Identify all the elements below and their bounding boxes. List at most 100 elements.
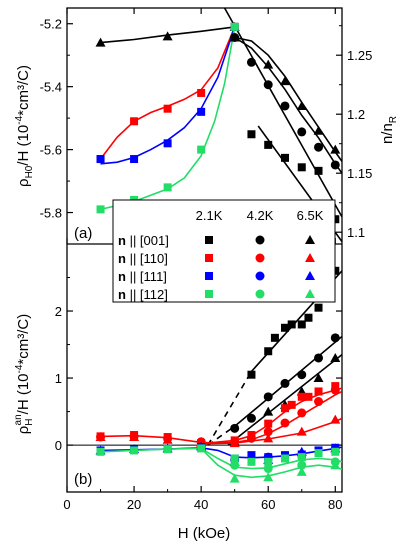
top-nr-curve: [234, 36, 342, 162]
y-label-bot-base: ρ: [15, 426, 32, 435]
panel-label-a: (a): [74, 225, 92, 242]
data-point-112_21K: [247, 457, 256, 466]
data-point-nR_21K: [297, 163, 306, 172]
bottom-y-tick-label: 0: [55, 438, 62, 453]
data-point-001_42K: [330, 333, 340, 343]
data-point-110_42K: [246, 433, 256, 443]
data-point-110_21K_top: [163, 104, 172, 113]
panel-label-b: (b): [74, 471, 92, 488]
bottom-fit-curve: [227, 353, 342, 446]
bottom-fit-curve: [207, 370, 253, 446]
bottom-y-tick-label: 2: [55, 304, 62, 319]
top-panel-markers: [95, 21, 341, 224]
data-point-110_42K: [263, 427, 273, 437]
data-point-001_21K: [280, 323, 289, 332]
x-tick-label: 40: [194, 497, 208, 512]
bottom-fit-curve: [200, 447, 342, 479]
y-label-top-rest: /H (10: [15, 125, 32, 166]
data-point-112_21K: [130, 446, 139, 455]
data-point-001_42K: [263, 392, 273, 402]
data-point-112_21K_top: [96, 205, 105, 214]
data-point-110_21K_top: [130, 117, 139, 126]
data-point-nR_42K: [280, 101, 290, 111]
data-point-110_65K: [229, 438, 240, 448]
legend-header-21K: 2.1K: [196, 208, 223, 223]
y-axis-label-bottom: ρHan/H (10-4*cm³/C): [13, 314, 35, 435]
legend-marker: [205, 272, 213, 280]
data-point-nR_65K: [229, 32, 240, 42]
legend-marker: [305, 289, 315, 298]
y-label-bot-sub: H: [24, 418, 35, 425]
data-point-111_21K_top: [197, 107, 206, 116]
top-left-tick-label: -5.6: [40, 143, 62, 158]
legend-label-text: || [112]: [126, 287, 168, 302]
top-fit-curve: [100, 26, 236, 211]
y-label-top-base: ρ: [15, 178, 32, 187]
data-point-nR_42K: [297, 127, 307, 137]
data-point-001_21K: [247, 370, 256, 379]
legend-rows: n || [001]n || [110]n || [111]n || [112]: [118, 233, 315, 302]
legend-header-42K: 4.2K: [247, 208, 274, 223]
legend-marker: [255, 289, 265, 299]
legend-header-65K: 6.5K: [297, 208, 324, 223]
data-point-112_21K_top: [230, 22, 239, 31]
legend-marker: [205, 236, 213, 244]
data-point-111_21K_top: [96, 155, 105, 164]
y-label-top-sup: -4: [14, 115, 25, 124]
top-right-tick-label: 1.2: [347, 107, 365, 122]
top-right-tick-label: 1.15: [347, 166, 372, 181]
top-panel-ticks: -5.2 -5.4 -5.6 -5.8 1.25 1.2 1.15 1.1: [40, 8, 372, 244]
data-point-112_21K: [264, 457, 273, 466]
data-point-110_42K: [314, 397, 324, 407]
data-point-111_21K_top: [130, 155, 139, 164]
x-tick-label: 20: [127, 497, 141, 512]
data-point-112_21K: [314, 449, 323, 458]
data-point-110_21K_top: [197, 88, 206, 97]
legend-marker: [205, 290, 213, 298]
data-point-001_42K: [314, 353, 324, 363]
data-point-001_42K: [280, 378, 290, 388]
data-point-001_42K: [230, 423, 240, 433]
data-point-112_21K_top: [197, 145, 206, 154]
data-point-001_21K: [314, 303, 323, 312]
data-point-001_21K: [297, 320, 306, 329]
data-point-112_21K: [280, 454, 289, 463]
data-point-110_21K: [304, 392, 313, 401]
data-point-112_21K: [331, 447, 340, 456]
legend-label-text: || [001]: [126, 233, 169, 248]
x-tick-label: 80: [328, 497, 342, 512]
legend-label: n || [001]: [118, 233, 169, 248]
y-label-top-rest2: *cm³/C): [15, 65, 32, 116]
legend-marker: [305, 271, 315, 280]
top-right-tick-label: 1.25: [347, 48, 372, 63]
legend-marker: [255, 235, 265, 245]
data-point-112_65K: [330, 460, 341, 470]
data-point-112_65K: [229, 473, 240, 483]
plot-frame: [66, 7, 343, 493]
data-point-110_65K: [95, 432, 106, 442]
legend-label-text: || [111]: [126, 269, 167, 284]
data-point-110_21K: [280, 404, 289, 413]
data-point-110_42K: [297, 408, 307, 418]
bottom-panel-markers: [95, 266, 341, 483]
legend-label: n || [112]: [118, 287, 168, 302]
data-point-110_65K: [263, 433, 274, 443]
data-point-nR_65K: [279, 76, 290, 86]
data-point-110_42K: [280, 418, 290, 428]
y-label-bot-sup1: an: [13, 414, 24, 425]
data-point-110_21K: [287, 400, 296, 409]
legend-label-bold: n: [118, 233, 126, 248]
data-point-112_21K_top: [163, 183, 172, 192]
data-point-111_21K_top: [163, 139, 172, 148]
top-fit-curve: [99, 26, 236, 160]
top-left-tick-label: -5.8: [40, 206, 62, 221]
legend-marker: [305, 253, 315, 262]
legend-marker: [255, 271, 265, 281]
data-point-001_65K: [263, 406, 274, 416]
legend-marker: [205, 254, 213, 262]
data-point-001_65K: [330, 352, 341, 362]
data-point-nR_42K: [314, 142, 324, 152]
x-tick-label: 0: [63, 497, 70, 512]
